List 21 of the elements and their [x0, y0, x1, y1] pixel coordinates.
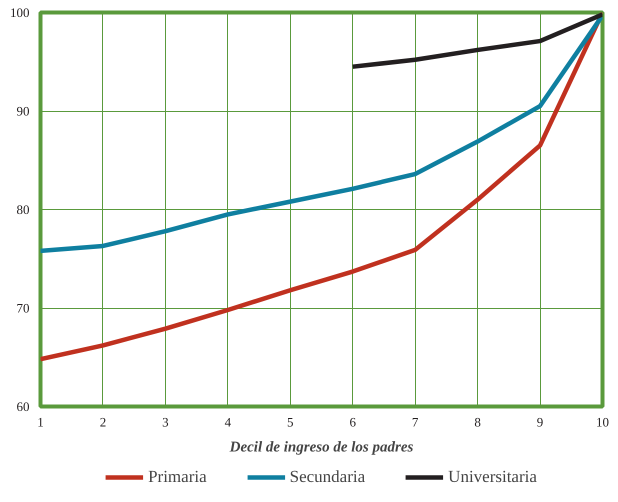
x-tick-label: 6 [349, 414, 356, 430]
legend-label: Secundaria [290, 467, 366, 487]
y-tick-label: 70 [16, 300, 30, 316]
x-tick-label: 4 [224, 414, 232, 430]
line-series [40, 12, 602, 362]
x-tick-label: 8 [474, 414, 481, 430]
y-tick-label: 100 [10, 5, 30, 20]
y-tick-label: 80 [16, 202, 30, 217]
x-tick-label: 7 [412, 414, 419, 430]
x-tick-label: 2 [100, 414, 106, 430]
x-tick-label: 9 [536, 414, 544, 430]
x-axis-title: Decil de ingreso de los padres [228, 440, 414, 456]
x-tick-label: 1 [37, 414, 44, 430]
y-tick-label: 60 [16, 399, 30, 414]
y-tick-label: 90 [16, 104, 30, 118]
line-series [350, 12, 602, 69]
x-tick-label: 3 [162, 414, 169, 430]
x-tick-label: 5 [287, 414, 294, 430]
x-tick-label: 10 [596, 414, 609, 430]
legend-label: Primaria [148, 467, 207, 487]
legend-label: Universitaria [448, 467, 537, 487]
